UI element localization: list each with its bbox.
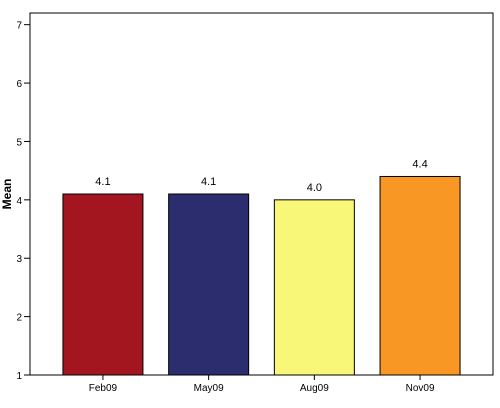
y-axis-label: Mean <box>0 179 14 210</box>
y-tick-label: 2 <box>16 313 22 324</box>
data-label: 4.1 <box>95 176 110 188</box>
data-label: 4.0 <box>307 182 322 194</box>
x-axis: Feb09 May09 Aug09 Nov09 <box>89 375 435 394</box>
bar-aug09 <box>273 199 355 376</box>
bar-feb09 <box>62 193 144 376</box>
y-tick-label: 7 <box>16 21 22 32</box>
x-tick-label: May09 <box>194 383 224 394</box>
data-label: 4.4 <box>412 158 427 170</box>
y-tick-label: 4 <box>16 196 22 207</box>
bar-series: 4.1 4.1 4.0 4.4 <box>62 158 461 376</box>
y-tick-label: 6 <box>16 79 22 90</box>
y-tick-label: 3 <box>16 254 22 265</box>
y-tick-label: 1 <box>16 371 22 382</box>
bar-nov09 <box>379 175 461 376</box>
y-axis: 1 2 3 4 5 6 7 <box>16 21 30 382</box>
bar-may09 <box>168 193 250 376</box>
x-tick-label: Feb09 <box>89 383 118 394</box>
x-tick-label: Nov09 <box>406 383 435 394</box>
x-tick-label: Aug09 <box>300 383 329 394</box>
data-label: 4.1 <box>201 176 216 188</box>
y-tick-label: 5 <box>16 137 22 148</box>
